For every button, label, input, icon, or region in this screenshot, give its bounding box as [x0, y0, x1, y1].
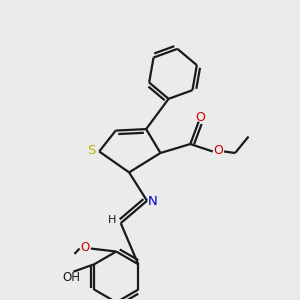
Text: O: O — [195, 111, 205, 124]
Text: O: O — [80, 241, 89, 254]
Text: H: H — [108, 215, 116, 225]
Text: N: N — [148, 195, 158, 208]
Text: OH: OH — [62, 271, 80, 284]
Text: O: O — [214, 143, 224, 157]
Text: S: S — [88, 144, 96, 157]
